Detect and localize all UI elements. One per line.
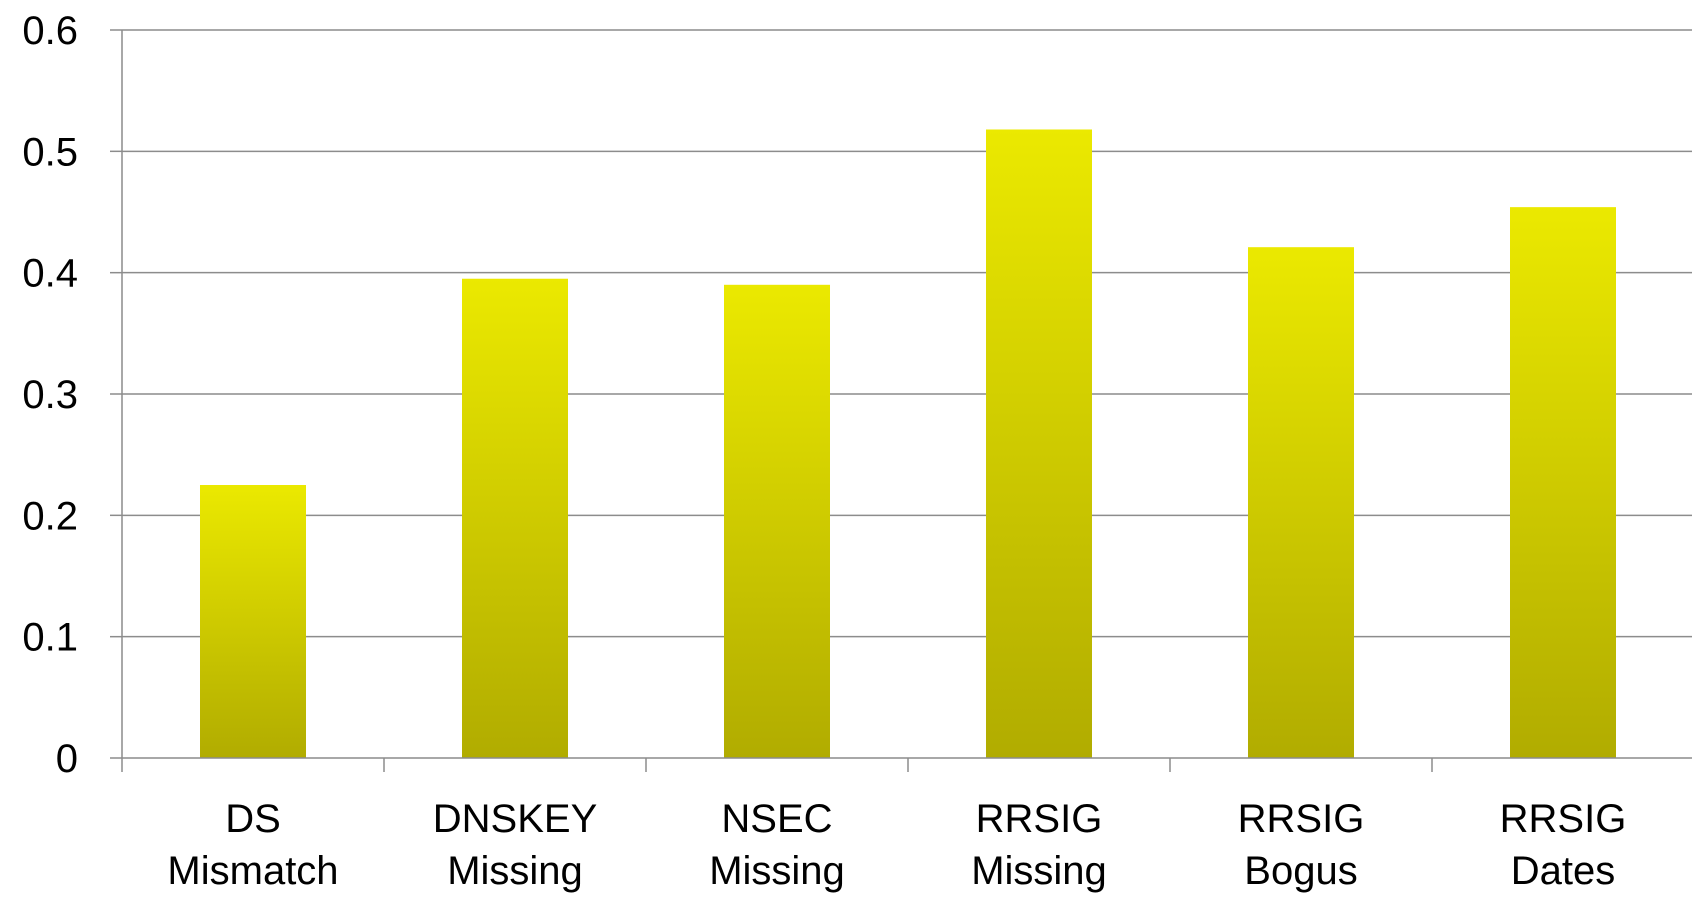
x-category-label-1-0: DNSKEY xyxy=(433,797,598,841)
bar-1 xyxy=(462,278,568,758)
y-tick-label-4: 0.4 xyxy=(22,252,78,296)
y-tick-label-5: 0.5 xyxy=(22,130,78,174)
y-tick-label-0: 0 xyxy=(56,737,78,781)
y-tick-label-3: 0.3 xyxy=(22,373,78,417)
gridlines xyxy=(122,29,1692,638)
x-category-label-2-0: NSEC xyxy=(721,797,832,841)
bar-5 xyxy=(1510,207,1616,758)
bars xyxy=(200,129,1616,759)
x-category-label-5-1: Dates xyxy=(1511,849,1616,893)
x-category-label-1-1: Missing xyxy=(447,849,583,893)
y-tick-label-1: 0.1 xyxy=(22,616,78,660)
y-tick-label-6: 0.6 xyxy=(22,9,78,53)
x-category-label-5-0: RRSIG xyxy=(1500,797,1627,841)
y-tick-label-2: 0.2 xyxy=(22,494,78,538)
x-category-label-0-1: Mismatch xyxy=(167,849,338,893)
x-category-label-3-0: RRSIG xyxy=(976,797,1103,841)
labels: 0 0.1 0.2 0.3 0.4 0.5 0.6 DS Mismatch DNSKEY Missi… xyxy=(22,9,1626,893)
bar-4 xyxy=(1248,247,1354,759)
bar-2 xyxy=(724,284,830,758)
x-category-label-2-1: Missing xyxy=(709,849,845,893)
x-category-label-4-1: Bogus xyxy=(1244,849,1357,893)
x-category-label-0-0: DS xyxy=(225,797,281,841)
axes xyxy=(110,29,1692,772)
x-category-label-4-0: RRSIG xyxy=(1238,797,1365,841)
bar-3 xyxy=(986,129,1092,758)
bar-0 xyxy=(200,485,306,758)
x-category-label-3-1: Missing xyxy=(971,849,1107,893)
